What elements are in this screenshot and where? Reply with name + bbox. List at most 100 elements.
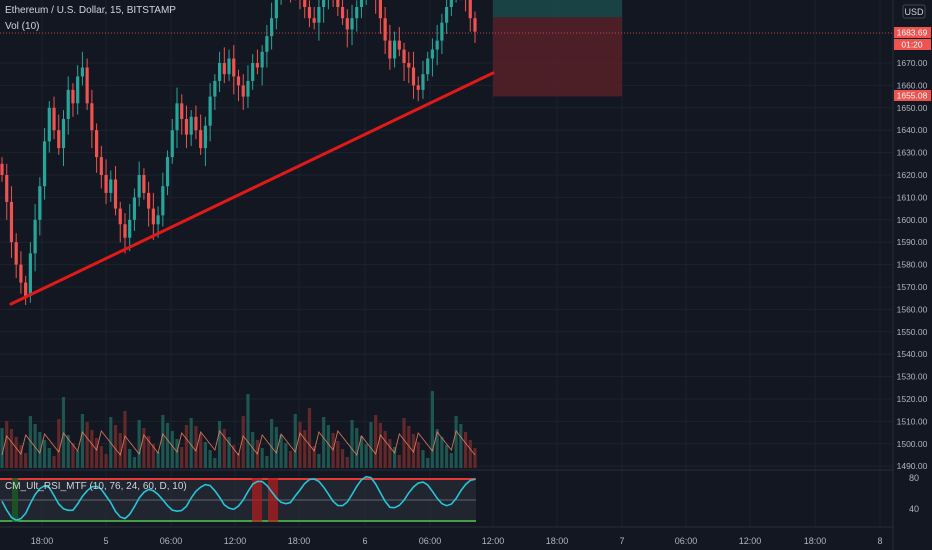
volume-bar (156, 452, 160, 468)
candle-body (213, 80, 217, 97)
volume-bar (317, 454, 321, 468)
volume-bar (445, 445, 449, 468)
candle-body (411, 67, 416, 86)
candle-body (57, 130, 61, 149)
candle-body (113, 179, 118, 209)
candle-body (430, 49, 435, 59)
time-label: 18:00 (546, 536, 569, 546)
volume-bar (99, 446, 103, 468)
volume-bar (454, 416, 458, 468)
volume-bar (397, 455, 401, 468)
volume-bar (151, 444, 155, 468)
time-label: 06:00 (160, 536, 183, 546)
candle-body (5, 175, 9, 202)
candle-body (407, 63, 411, 68)
candle-body (128, 219, 132, 238)
volume-legend[interactable]: Vol (10) (5, 21, 40, 32)
candle-body (468, 0, 472, 19)
rsi-axis-label-40: 40 (909, 504, 919, 514)
candle-body (274, 0, 278, 19)
rsi-overbought-zone (252, 478, 262, 522)
candle-body (95, 130, 99, 158)
volume-bar (288, 451, 293, 468)
candle-body (312, 18, 316, 23)
symbol-title[interactable]: Ethereum / U.S. Dollar, 15, BITSTAMP (5, 5, 176, 16)
volume-bar (85, 422, 89, 468)
volume-bar (378, 423, 382, 468)
volume-bar (416, 442, 420, 468)
volume-bar (421, 450, 425, 468)
volume-bar (66, 435, 70, 468)
volume-bar (463, 432, 468, 468)
candle-body (232, 58, 236, 77)
volume-bar (374, 415, 378, 468)
volume-bar (270, 419, 274, 468)
time-label: 12:00 (224, 536, 247, 546)
position-box[interactable] (493, 0, 622, 97)
countdown-value: 01:20 (901, 40, 923, 50)
volume-bar (213, 458, 217, 468)
candle-body (180, 103, 184, 119)
price-label: 1660.00 (897, 80, 928, 90)
candle-body (322, 0, 326, 7)
candle-body (19, 264, 23, 283)
volume-bar (104, 454, 108, 468)
current-price-value: 1683.69 (897, 28, 928, 38)
price-label: 1580.00 (897, 260, 928, 270)
candle-body (402, 49, 406, 63)
candle-body (246, 80, 250, 97)
volume-bar (298, 422, 302, 468)
volume-bar (194, 426, 198, 468)
rsi-overbought-zone (268, 478, 278, 522)
volume-pane (0, 391, 477, 468)
candle-body (194, 116, 198, 131)
candle-body (80, 67, 85, 77)
candle-body (355, 7, 359, 19)
volume-bar (184, 425, 189, 468)
price-label: 1540.00 (897, 349, 928, 359)
candle-body (33, 219, 37, 254)
volume-bar (336, 441, 340, 468)
candle-body (270, 18, 274, 37)
candle-body (147, 192, 151, 209)
candle-body (9, 201, 14, 243)
volume-bar (322, 417, 326, 468)
rsi-pane (0, 475, 476, 522)
time-axis-labels[interactable]: 18:00 5 06:00 12:00 18:00 6 06:00 12:00 18:00 7 06… (31, 536, 883, 546)
volume-bar (208, 450, 212, 468)
price-label: 1510.00 (897, 416, 928, 426)
volume-bar (180, 447, 184, 468)
trendline[interactable] (9, 71, 495, 306)
volume-bar (355, 428, 359, 468)
volume-bar (128, 449, 132, 468)
candle-body (156, 215, 160, 225)
candle-body (0, 163, 4, 175)
price-label: 1610.00 (897, 192, 928, 202)
stop-price-value: 1655.08 (897, 91, 928, 101)
volume-bar (42, 440, 47, 468)
candle-body (359, 0, 364, 7)
candle-body (383, 18, 387, 41)
price-label: 1530.00 (897, 372, 928, 382)
candle-body (445, 7, 449, 23)
candle-body (38, 186, 42, 220)
volume-bar (0, 428, 4, 468)
candle-body (203, 125, 207, 149)
candle-body (52, 107, 56, 131)
time-label: 7 (619, 536, 624, 546)
price-label: 1600.00 (897, 215, 928, 225)
volume-bar (246, 394, 250, 468)
currency-badge[interactable] (902, 4, 926, 19)
volume-bar (232, 445, 236, 468)
volume-bar (312, 446, 316, 468)
volume-bar (326, 425, 330, 468)
indicator-legend[interactable]: CM_Ult_RSI_MTF (10, 76, 24, 60, D, 10) (5, 481, 187, 492)
countdown-tag (894, 39, 931, 50)
time-label: 18:00 (31, 536, 54, 546)
volume-bar (251, 432, 255, 468)
candle-body (217, 63, 222, 81)
candle-body (132, 197, 137, 220)
volume-bar (468, 440, 472, 468)
candle-body (175, 103, 179, 131)
